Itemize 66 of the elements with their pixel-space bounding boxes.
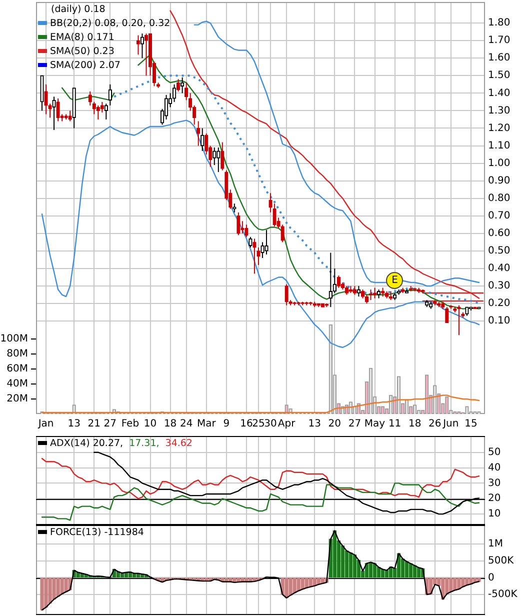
y-tick-label: 10 [488, 508, 501, 520]
x-tick-label: 25 [252, 418, 265, 430]
y2-tick-label: 60M [6, 364, 28, 375]
y-tick-label: 0.40 [488, 263, 510, 274]
x-tick-label: 24 [180, 418, 193, 430]
y-tick-label: 0.50 [488, 246, 510, 257]
legend-label: FORCE(13) -111984 [50, 527, 144, 538]
x-tick-label: 15 [464, 418, 478, 430]
x-tick-label: 13 [68, 418, 80, 430]
legend-label: EMA(8) 0.171 [50, 32, 114, 43]
x-tick-label: 18 [408, 418, 422, 430]
x-tick-label: 20 [328, 418, 342, 430]
x-tick-label: 11 [388, 418, 402, 430]
y-tick-label: 500K [488, 556, 514, 567]
y-tick-label: 50 [488, 446, 501, 458]
x-tick-label: 21 [88, 418, 100, 430]
x-tick-label: 9 [223, 418, 230, 430]
y-tick-label: 0.60 [488, 228, 510, 240]
x-tick-label: 30 [264, 418, 277, 430]
text: 17.31, [129, 438, 160, 449]
y-tick-label: 1.80 [488, 18, 510, 29]
x-tick-label: 27 [104, 418, 117, 430]
x-tick-label: Jan [37, 418, 54, 430]
y-tick-label: 1.10 [488, 140, 510, 152]
y-tick-label: 1.00 [488, 158, 510, 169]
x-tick-label: Feb [121, 418, 140, 430]
y2-tick-label: 80M [6, 348, 28, 360]
y-tick-label: 1.20 [488, 122, 510, 134]
legend-label: SMA(50) 0.23 [50, 46, 114, 57]
x-tick-label: 13 [308, 418, 321, 430]
y-tick-label: 1.50 [488, 70, 510, 82]
y-tick-label: 0.10 [488, 316, 510, 327]
y2-tick-label: 20M [6, 394, 28, 405]
x-tick-label: Mar [196, 418, 217, 430]
y-tick-label: 40 [488, 462, 501, 474]
y-tick-label: 1.40 [488, 88, 510, 99]
circle-icon: E [386, 272, 404, 290]
annotation: E [392, 275, 398, 286]
x-tick-label: 16 [240, 418, 253, 430]
y-tick-label: 1.30 [488, 105, 510, 116]
y-tick-label: 0.20 [488, 298, 510, 310]
y-tick-label: 1.70 [488, 35, 510, 46]
text: 34.62 [165, 438, 192, 449]
legend-label: ADX(14) 20.27, [50, 438, 124, 449]
x-tick-label: 18 [164, 418, 177, 430]
legend-label: SMA(200) 2.07 [50, 60, 120, 71]
y-tick-label: 0.30 [488, 280, 510, 292]
y-tick-label: -500K [488, 589, 518, 600]
y2-tick-label: 40M [6, 378, 28, 390]
x-tick-label: 10 [144, 418, 157, 430]
y-tick-label: 0 [488, 572, 494, 584]
y-tick-label: 1M [488, 538, 503, 550]
y-tick-label: 1.60 [488, 52, 510, 64]
x-tick-label: May [364, 418, 386, 430]
x-tick-label: Jun [442, 418, 459, 430]
y-tick-label: 0.80 [488, 192, 510, 204]
y-tick-label: 0.90 [488, 175, 510, 186]
y2-tick-label: 100M [0, 334, 28, 345]
chart-title: (daily) 0.18 [50, 3, 106, 17]
x-tick-label: Apr [278, 418, 296, 430]
legend-label: BB(20,2) 0.08, 0.20, 0.32 [50, 18, 170, 29]
x-tick-label: 26 [428, 418, 442, 430]
y-tick-label: 30 [488, 478, 501, 489]
x-tick-label: 27 [348, 418, 362, 430]
y-tick-label: 20 [488, 493, 501, 504]
y-tick-label: 0.70 [488, 210, 510, 222]
